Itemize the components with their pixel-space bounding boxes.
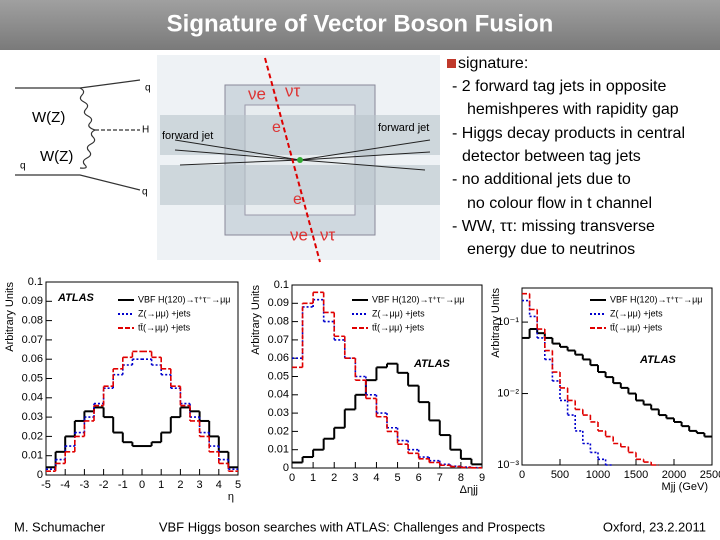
detector-label: νe: [248, 84, 266, 103]
x-tick-label: 0: [519, 469, 525, 481]
x-tick-label: 500: [551, 469, 569, 481]
x-tick-label: 3: [352, 472, 358, 484]
y-tick-label: 10⁻²: [497, 387, 519, 399]
y-tick-label: 0.09: [22, 295, 43, 307]
legend-label: tt̄(→μμ) +jets: [138, 322, 191, 332]
diagram-label: q: [142, 187, 148, 198]
detector-label: forward jet: [378, 122, 429, 134]
x-tick-label: 0: [289, 472, 295, 484]
detector-label: ντ: [320, 225, 336, 244]
y-tick-label: 0.03: [268, 407, 289, 419]
detector-label: νe: [290, 225, 308, 244]
y-tick-label: 0.01: [22, 450, 43, 462]
diagram-label: q: [20, 161, 26, 172]
y-axis-label: Arbitrary Units: [4, 282, 16, 352]
detector-label: e: [293, 191, 302, 208]
diagram-label: W(Z): [32, 109, 65, 126]
y-tick-label: 0.1: [274, 279, 289, 291]
x-tick-label: -2: [99, 479, 109, 491]
slide: Signature of Vector Boson Fusion q W(Z) …: [0, 0, 720, 540]
y-tick-label: 0.04: [22, 392, 43, 404]
x-tick-label: -3: [80, 479, 90, 491]
footer-center: VBF Higgs boson searches with ATLAS: Cha…: [159, 519, 546, 534]
x-tick-label: 2: [331, 472, 337, 484]
x-tick-label: 8: [458, 472, 464, 484]
x-tick-label: -1: [118, 479, 128, 491]
legend-label: Z(→μμ) +jets: [372, 308, 425, 318]
text-line: energy due to neutrinos: [467, 241, 635, 258]
footer-right: Oxford, 23.2.2011: [603, 519, 706, 534]
y-tick-label: 0.03: [22, 411, 43, 423]
y-axis-label: Arbitrary Units: [490, 288, 502, 358]
x-tick-label: 1: [158, 479, 164, 491]
text-line: - 2 forward tag jets in opposite: [452, 78, 666, 95]
x-tick-label: 5: [394, 472, 400, 484]
x-tick-label: 1000: [586, 469, 610, 481]
text-line: no colour flow in t channel: [467, 195, 652, 212]
y-tick-label: 0.01: [268, 444, 289, 456]
legend-label: Z(→μμ) +jets: [610, 308, 663, 318]
legend-label: VBF H(120)→τ⁺τ⁻→μμ: [372, 294, 465, 304]
text-line: detector between tag jets: [462, 148, 641, 165]
y-tick-label: 0.08: [268, 316, 289, 328]
legend-label: VBF H(120)→τ⁺τ⁻→μμ: [138, 294, 231, 304]
x-tick-label: 6: [416, 472, 422, 484]
feynman-diagram: [15, 80, 140, 190]
y-tick-label: 0.07: [22, 334, 43, 346]
detector-label: forward jet: [162, 130, 213, 142]
x-tick-label: 1: [310, 472, 316, 484]
x-tick-label: 9: [479, 472, 485, 484]
text-line: hemishperes with rapidity gap: [467, 101, 679, 118]
legend-label: tt̄(→μμ) +jets: [610, 322, 663, 332]
chart-annotation: ATLAS: [57, 292, 95, 304]
x-axis-label: Mjj (GeV): [662, 481, 708, 493]
detector-label: ντ: [285, 81, 301, 100]
y-tick-label: 0.09: [268, 297, 289, 309]
x-tick-label: 2500: [700, 469, 720, 481]
y-axis-label: Arbitrary Units: [250, 285, 262, 355]
x-tick-label: 4: [216, 479, 222, 491]
chart-annotation: ATLAS: [413, 358, 451, 370]
text-line: - Higgs decay products in central: [452, 125, 685, 142]
y-tick-label: 0.04: [268, 389, 289, 401]
legend-label: tt̄(→μμ) +jets: [372, 322, 425, 332]
x-tick-label: 4: [373, 472, 379, 484]
diagram-label: q: [145, 83, 151, 94]
bullet-heading: signature:: [458, 55, 528, 72]
x-tick-label: -5: [41, 479, 51, 491]
legend-label: VBF H(120)→τ⁺τ⁻→μμ: [610, 294, 703, 304]
y-tick-label: 0.02: [268, 425, 289, 437]
y-tick-label: 0.05: [268, 370, 289, 382]
x-tick-label: -4: [60, 479, 70, 491]
y-tick-label: 0.1: [28, 276, 43, 288]
x-tick-label: 2000: [662, 469, 686, 481]
text-line: - no additional jets due to: [452, 171, 631, 188]
chart-annotation: ATLAS: [639, 354, 677, 366]
y-tick-label: 0.06: [22, 353, 43, 365]
text-line: - WW, ττ: missing transverse: [452, 218, 655, 235]
x-tick-label: 1500: [624, 469, 648, 481]
y-tick-label: 0.07: [268, 334, 289, 346]
y-tick-label: 0.08: [22, 315, 43, 327]
y-tick-label: 0.05: [22, 372, 43, 384]
y-tick-label: 0.02: [22, 430, 43, 442]
y-tick-label: 10⁻³: [497, 459, 519, 471]
x-tick-label: 5: [235, 479, 241, 491]
x-axis-label: Δηjj: [460, 484, 478, 496]
x-tick-label: 7: [437, 472, 443, 484]
diagram-label: H: [142, 125, 149, 136]
x-axis-label: η: [228, 491, 234, 503]
legend-label: Z(→μμ) +jets: [138, 308, 191, 318]
y-tick-label: 0.06: [268, 352, 289, 364]
detector-label: e: [272, 119, 281, 136]
footer-left: M. Schumacher: [14, 519, 106, 534]
slide-title: Signature of Vector Boson Fusion: [167, 10, 554, 37]
x-tick-label: 2: [177, 479, 183, 491]
x-tick-label: 3: [197, 479, 203, 491]
x-tick-label: 0: [139, 479, 145, 491]
bullet: [447, 59, 456, 68]
diagram-label: W(Z): [40, 148, 73, 165]
